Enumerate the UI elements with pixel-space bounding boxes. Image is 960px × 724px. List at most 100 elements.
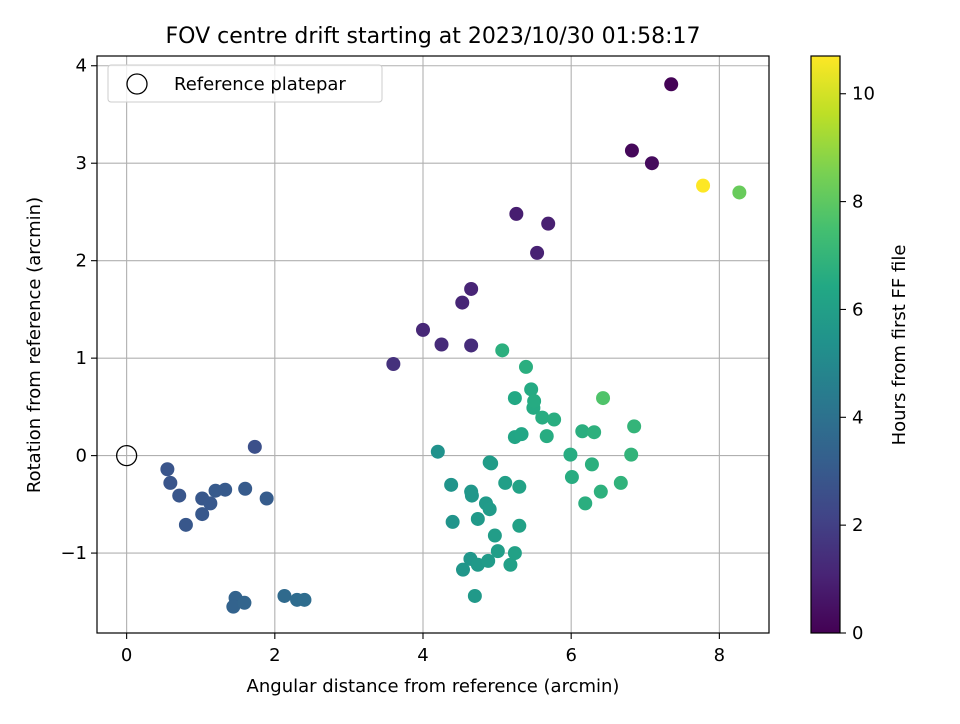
data-point: [541, 216, 556, 231]
data-point: [613, 475, 628, 490]
colorbar-tick-label: 0: [852, 623, 863, 644]
data-point: [490, 544, 505, 559]
data-point: [524, 382, 539, 397]
data-point: [535, 410, 550, 425]
chart-title: FOV centre drift starting at 2023/10/30 …: [166, 24, 701, 49]
colorbar: 0 2 4 6 8 10 Hours from first FF file: [810, 55, 910, 644]
reference-point: [115, 444, 138, 467]
y-axis-ticks: −1 0 1 2 3 4: [60, 56, 97, 564]
data-point: [195, 507, 210, 522]
colorbar-label: Hours from first FF file: [889, 245, 910, 446]
data-point: [596, 391, 611, 406]
data-point: [259, 491, 274, 506]
data-point: [512, 479, 527, 494]
data-point: [163, 475, 178, 490]
y-tick-label: 4: [76, 56, 87, 77]
y-tick-label: 3: [76, 153, 87, 174]
data-point: [547, 412, 562, 427]
data-point: [178, 517, 193, 532]
data-point: [696, 178, 711, 193]
legend: Reference platepar: [107, 64, 383, 103]
data-point: [226, 599, 241, 614]
data-point: [430, 444, 445, 459]
data-point: [509, 206, 524, 221]
x-tick-label: 0: [121, 645, 132, 666]
y-tick-label: 0: [76, 446, 87, 467]
data-point: [160, 462, 175, 477]
x-tick-label: 8: [714, 645, 725, 666]
colorbar-tick-label: 4: [852, 407, 863, 428]
data-point: [624, 143, 639, 158]
colorbar-tick-label: 10: [852, 84, 875, 105]
data-point: [455, 295, 470, 310]
colorbar-tick-label: 2: [852, 515, 863, 536]
plot-frame: [96, 55, 770, 634]
data-point: [415, 322, 430, 337]
data-point: [584, 457, 599, 472]
x-tick-label: 4: [417, 645, 428, 666]
colorbar-frame: [810, 55, 841, 634]
data-point: [456, 562, 471, 577]
x-axis-ticks: 0 2 4 6 8: [121, 633, 725, 666]
data-point: [203, 496, 218, 511]
data-point: [593, 484, 608, 499]
data-point: [503, 557, 518, 572]
y-tick-label: 1: [76, 348, 87, 369]
data-point: [644, 156, 659, 171]
data-point: [481, 553, 496, 568]
data-point: [530, 245, 545, 260]
x-tick-label: 6: [565, 645, 576, 666]
data-point: [484, 456, 499, 471]
data-point: [464, 338, 479, 353]
data-point: [297, 592, 312, 607]
data-point: [247, 439, 262, 454]
data-point: [482, 502, 497, 517]
data-point: [445, 514, 460, 529]
data-point: [464, 281, 479, 296]
data-point: [514, 427, 529, 442]
data-point: [464, 488, 479, 503]
data-point: [495, 343, 510, 358]
reference-marker: [115, 444, 138, 467]
data-point: [498, 475, 513, 490]
data-point: [238, 481, 253, 496]
legend-entry-label: Reference platepar: [174, 74, 346, 95]
colorbar-ticks: 0 2 4 6 8 10: [840, 84, 875, 644]
legend-box: [107, 64, 383, 103]
data-point: [575, 424, 590, 439]
data-point: [218, 482, 233, 497]
data-point: [487, 528, 502, 543]
y-tick-label: −1: [60, 543, 87, 564]
data-point: [564, 470, 579, 485]
data-point: [518, 359, 533, 374]
data-point: [386, 356, 401, 371]
data-point: [527, 394, 542, 409]
grid-lines: [97, 56, 769, 633]
colorbar-tick-label: 6: [852, 299, 863, 320]
y-axis-label: Rotation from reference (arcmin): [24, 197, 45, 493]
data-point: [507, 546, 522, 561]
data-point: [512, 518, 527, 533]
colorbar-tick-label: 8: [852, 192, 863, 213]
data-point: [578, 496, 593, 511]
data-point: [627, 419, 642, 434]
data-point: [507, 391, 522, 406]
y-tick-label: 2: [76, 251, 87, 272]
data-point: [664, 77, 679, 92]
colorbar-gradient: [811, 56, 840, 633]
data-point: [587, 425, 602, 440]
data-point: [539, 429, 554, 444]
data-point: [470, 511, 485, 526]
data-points: [160, 77, 747, 614]
data-point: [624, 447, 639, 462]
data-point: [732, 185, 747, 200]
legend-reference-marker: [126, 73, 148, 95]
data-point: [277, 588, 292, 603]
data-point: [467, 588, 482, 603]
x-axis-label: Angular distance from reference (arcmin): [247, 676, 620, 697]
x-tick-label: 2: [269, 645, 280, 666]
data-point: [563, 447, 578, 462]
data-point: [444, 477, 459, 492]
data-point: [172, 488, 187, 503]
